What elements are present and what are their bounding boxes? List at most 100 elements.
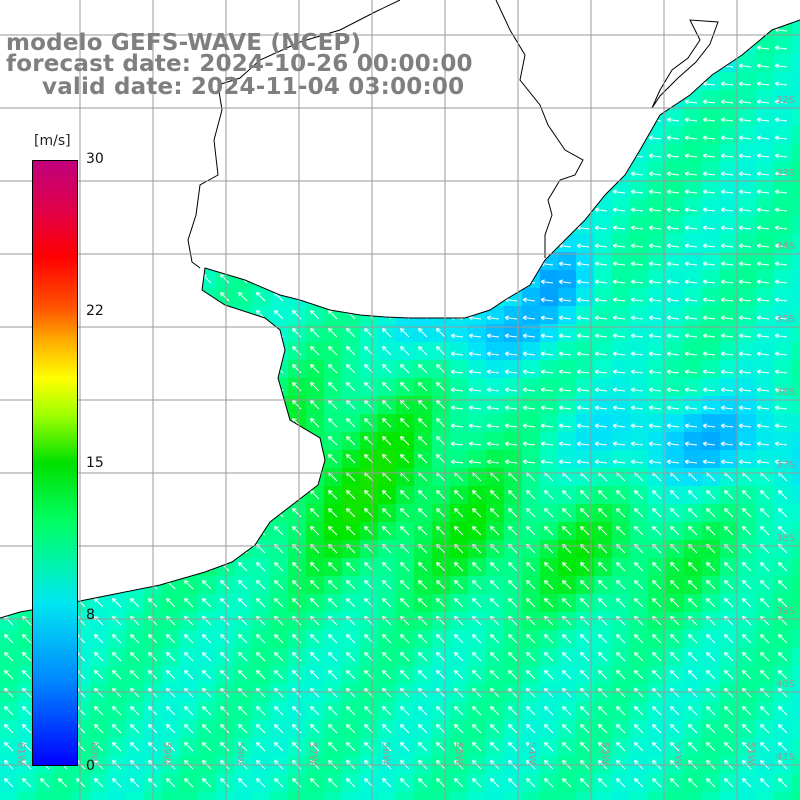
- wind-arrow: [130, 742, 140, 752]
- wind-speed-cell: [756, 54, 775, 73]
- wind-speed-cell: [774, 342, 793, 361]
- wind-arrow: [256, 292, 266, 302]
- wind-arrow: [774, 189, 788, 195]
- wind-arrow: [130, 670, 140, 680]
- wind-speed-cell: [738, 126, 757, 145]
- wind-arrow: [544, 670, 554, 680]
- wind-speed-cell: [594, 432, 613, 451]
- wind-arrow: [328, 598, 338, 608]
- wind-arrow: [486, 405, 500, 411]
- wind-arrow: [576, 387, 590, 393]
- wind-speed-cell: [738, 90, 757, 109]
- wind-arrow: [774, 423, 788, 429]
- wind-arrow: [702, 459, 716, 465]
- wind-speed-cell: [648, 414, 667, 433]
- wind-arrow: [490, 580, 500, 590]
- wind-speed-cell: [720, 72, 739, 91]
- wind-speed-cell: [666, 108, 685, 127]
- wind-speed-cell: [522, 324, 541, 343]
- wind-arrow: [684, 117, 698, 123]
- wind-arrow: [450, 333, 464, 339]
- wind-arrow: [742, 526, 752, 536]
- wind-speed-cell: [756, 324, 775, 343]
- wind-arrow: [346, 580, 356, 590]
- wind-speed-cell: [522, 342, 541, 361]
- wind-speed-cell: [630, 792, 649, 800]
- title-valid-date: valid date: 2024-11-04 03:00:00: [42, 74, 465, 100]
- wind-arrow: [724, 598, 734, 608]
- wind-arrow: [130, 652, 140, 662]
- wind-arrow: [310, 634, 320, 644]
- wind-arrow: [760, 706, 770, 716]
- wind-speed-cell: [612, 288, 631, 307]
- wind-arrow: [130, 616, 140, 626]
- wind-arrow: [346, 328, 356, 338]
- wind-arrow: [184, 616, 194, 626]
- wind-speed-cell: [720, 90, 739, 109]
- wind-arrow: [666, 351, 680, 357]
- wind-speed-cell: [756, 342, 775, 361]
- wind-arrow: [418, 742, 428, 752]
- wind-arrow: [540, 387, 554, 393]
- wind-arrow: [184, 742, 194, 752]
- wind-speed-cell: [756, 288, 775, 307]
- wind-arrow: [274, 724, 284, 734]
- wind-arrow: [756, 441, 770, 447]
- wind-arrow: [666, 243, 680, 249]
- wind-arrow: [220, 598, 230, 608]
- wind-arrow: [346, 562, 356, 572]
- wind-arrow: [562, 526, 572, 536]
- wind-arrow: [652, 598, 662, 608]
- wind-speed-cell: [486, 792, 505, 800]
- wind-arrow: [630, 225, 644, 231]
- wind-arrow: [630, 297, 644, 303]
- wind-speed-cell: [720, 270, 739, 289]
- wind-speed-cell: [684, 252, 703, 271]
- wind-arrow: [702, 369, 716, 375]
- wind-speed-cell: [774, 144, 793, 163]
- wind-speed-cell: [702, 144, 721, 163]
- wind-arrow: [738, 297, 752, 303]
- wind-arrow: [310, 346, 320, 356]
- wind-arrow: [634, 724, 644, 734]
- wind-speed-cell: [684, 108, 703, 127]
- wind-arrow: [526, 706, 536, 716]
- wind-speed-cell: [648, 792, 667, 800]
- wind-arrow: [436, 382, 446, 392]
- wind-arrow: [436, 508, 446, 518]
- wind-speed-cell: [666, 126, 685, 145]
- wind-arrow: [630, 207, 644, 213]
- wind-speed-cell: [504, 378, 523, 397]
- wind-speed-cell: [684, 180, 703, 199]
- wind-speed-cell: [792, 720, 800, 739]
- wind-arrow: [256, 670, 266, 680]
- wind-speed-cell: [702, 198, 721, 217]
- wind-speed-cell: [666, 324, 685, 343]
- wind-speed-cell: [558, 306, 577, 325]
- wind-speed-cell: [630, 270, 649, 289]
- wind-arrow: [778, 634, 788, 644]
- wind-speed-cell: [522, 306, 541, 325]
- wind-arrow: [738, 441, 752, 447]
- wind-arrow: [504, 333, 518, 339]
- wind-speed-cell: [594, 306, 613, 325]
- wind-speed-cell: [792, 648, 800, 667]
- wind-arrow: [220, 670, 230, 680]
- wind-speed-cell: [774, 216, 793, 235]
- wind-arrow: [346, 382, 356, 392]
- wind-speed-cell: [738, 270, 757, 289]
- wind-arrow: [346, 400, 356, 410]
- wind-arrow: [94, 706, 104, 716]
- wind-speed-cell: [540, 450, 559, 469]
- wind-speed-cell: [720, 288, 739, 307]
- wind-arrow: [166, 742, 176, 752]
- wind-arrow: [418, 418, 428, 428]
- wind-arrow: [702, 297, 716, 303]
- wind-arrow: [666, 405, 680, 411]
- wind-arrow: [562, 634, 572, 644]
- wind-speed-cell: [648, 162, 667, 181]
- wind-arrow: [684, 333, 698, 339]
- wind-speed-cell: [702, 324, 721, 343]
- wind-arrow: [454, 580, 464, 590]
- wind-arrow: [778, 616, 788, 626]
